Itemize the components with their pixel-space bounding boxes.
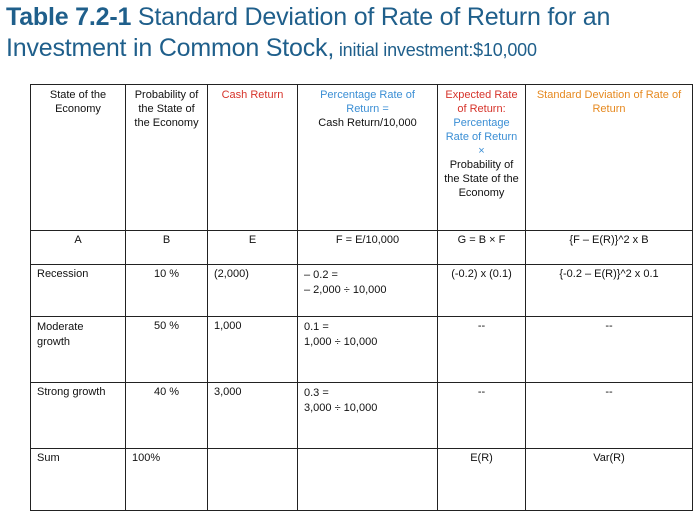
- row-pct-line2: 3,000 ÷ 10,000: [304, 402, 378, 414]
- page-title: Table 7.2-1 Standard Deviation of Rate o…: [6, 2, 696, 66]
- title-text: Standard Deviation of Rate of Return for…: [6, 3, 611, 62]
- key-cell: G = B × F: [437, 230, 526, 265]
- row-expected: (-0.2) x (0.1): [437, 264, 526, 317]
- header-std-dev: Standard Deviation of Rate of Return: [525, 84, 693, 231]
- row-cash: 3,000: [207, 382, 298, 449]
- row-probability: 10 %: [125, 264, 208, 317]
- row-std: {-0.2 – E(R)}^2 x 0.1: [525, 264, 693, 317]
- row-percentage-rate: 0.1 = 1,000 ÷ 10,000: [297, 316, 438, 383]
- row-cash: 1,000: [207, 316, 298, 383]
- row-std: --: [525, 382, 693, 449]
- row-pct-line1: 0.1 =: [304, 321, 329, 333]
- row-cash: (2,000): [207, 264, 298, 317]
- sum-std: Var(R): [525, 448, 693, 511]
- sum-pct-empty: [297, 448, 438, 511]
- header-expected-part2: Percentage Rate of Return ×: [445, 117, 518, 157]
- header-expected-part1: Expected Rate of Return:: [445, 89, 518, 115]
- title-table-number: Table 7.2-1: [6, 3, 132, 31]
- header-percentage-rate-line2: Cash Return/10,000: [318, 117, 417, 129]
- header-row: State of the Economy Probability of the …: [30, 84, 693, 231]
- row-expected: --: [437, 316, 526, 383]
- key-cell: {F – E(R)}^2 x B: [525, 230, 693, 265]
- row-probability: 40 %: [125, 382, 208, 449]
- row-pct-line1: – 0.2 =: [304, 269, 338, 281]
- sum-label: Sum: [30, 448, 126, 511]
- header-percentage-rate-line1: Percentage Rate of Return =: [320, 89, 415, 115]
- row-expected: --: [437, 382, 526, 449]
- row-probability: 50 %: [125, 316, 208, 383]
- row-std: --: [525, 316, 693, 383]
- row-state: Recession: [30, 264, 126, 317]
- sum-probability: 100%: [125, 448, 208, 511]
- row-state: Moderate growth: [30, 316, 126, 383]
- row-pct-line2: – 2,000 ÷ 10,000: [304, 284, 387, 296]
- key-cell: A: [30, 230, 126, 265]
- std-dev-table: State of the Economy Probability of the …: [30, 84, 693, 511]
- row-pct-line2: 1,000 ÷ 10,000: [304, 336, 378, 348]
- key-cell: B: [125, 230, 208, 265]
- sum-cash-empty: [207, 448, 298, 511]
- table-row: Strong growth 40 % 3,000 0.3 = 3,000 ÷ 1…: [30, 382, 693, 449]
- key-cell: E: [207, 230, 298, 265]
- row-percentage-rate: – 0.2 = – 2,000 ÷ 10,000: [297, 264, 438, 317]
- row-state: Strong growth: [30, 382, 126, 449]
- header-percentage-rate: Percentage Rate of Return = Cash Return/…: [297, 84, 438, 231]
- key-cell: F = E/10,000: [297, 230, 438, 265]
- header-cash-return: Cash Return: [207, 84, 298, 231]
- header-expected-rate: Expected Rate of Return: Percentage Rate…: [437, 84, 526, 231]
- sum-row: Sum 100% E(R) Var(R): [30, 448, 693, 511]
- table-row: Recession 10 % (2,000) – 0.2 = – 2,000 ÷…: [30, 264, 693, 317]
- title-initial-investment: initial investment:$10,000: [334, 40, 537, 60]
- header-probability: Probability of the State of the Economy: [125, 84, 208, 231]
- header-state: State of the Economy: [30, 84, 126, 231]
- header-expected-part3: Probability of the State of the Economy: [444, 159, 519, 199]
- row-pct-line1: 0.3 =: [304, 387, 329, 399]
- sum-expected: E(R): [437, 448, 526, 511]
- table-row: Moderate growth 50 % 1,000 0.1 = 1,000 ÷…: [30, 316, 693, 383]
- row-percentage-rate: 0.3 = 3,000 ÷ 10,000: [297, 382, 438, 449]
- key-row: A B E F = E/10,000 G = B × F {F – E(R)}^…: [30, 230, 693, 265]
